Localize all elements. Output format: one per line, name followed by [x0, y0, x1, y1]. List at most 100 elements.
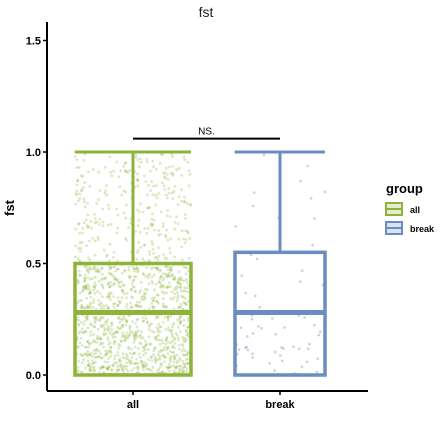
data-point — [121, 323, 125, 326]
data-point — [159, 210, 163, 214]
data-point — [110, 324, 114, 328]
data-point — [180, 366, 184, 370]
data-point — [178, 276, 181, 280]
data-point — [139, 305, 143, 308]
data-point — [148, 206, 152, 210]
data-point — [186, 230, 189, 233]
data-point — [172, 321, 176, 325]
data-point — [78, 192, 82, 196]
data-point — [158, 365, 162, 369]
data-point — [162, 272, 165, 275]
data-point — [109, 170, 113, 174]
data-point — [130, 356, 134, 359]
data-point — [100, 266, 104, 270]
data-point — [86, 339, 90, 343]
data-point — [181, 258, 184, 262]
data-point — [283, 326, 286, 329]
data-point — [119, 359, 123, 363]
data-point — [169, 268, 173, 271]
data-point — [86, 364, 90, 368]
data-point — [159, 348, 163, 352]
data-point — [78, 250, 82, 253]
data-point — [182, 368, 185, 372]
data-point — [184, 229, 188, 233]
data-point — [95, 202, 99, 205]
data-point — [138, 355, 142, 359]
data-point — [88, 185, 92, 188]
data-point — [169, 329, 172, 333]
data-point — [136, 251, 139, 255]
data-point — [97, 299, 101, 302]
data-point — [79, 174, 83, 178]
data-point — [163, 188, 167, 191]
box-group — [73, 150, 327, 377]
data-point — [177, 317, 181, 321]
data-point — [112, 305, 116, 309]
data-point — [158, 232, 162, 236]
data-point — [184, 328, 188, 332]
data-point — [97, 270, 100, 273]
data-point — [171, 335, 174, 339]
data-point — [113, 302, 117, 305]
data-point — [103, 277, 107, 281]
data-point — [118, 327, 121, 331]
data-point — [169, 296, 173, 300]
data-point — [183, 195, 186, 199]
data-point — [110, 368, 113, 372]
data-point — [75, 158, 79, 162]
data-point — [175, 215, 179, 219]
data-point — [136, 184, 140, 188]
data-point — [166, 315, 170, 319]
data-point — [177, 270, 181, 274]
box-break — [233, 150, 327, 377]
data-point — [181, 362, 185, 366]
data-point — [157, 280, 161, 284]
data-point — [182, 370, 185, 373]
data-point — [245, 345, 248, 349]
data-point — [175, 353, 179, 357]
data-point — [107, 271, 111, 275]
data-point — [316, 357, 320, 361]
data-point — [95, 267, 98, 271]
data-point — [111, 364, 115, 368]
data-point — [99, 343, 102, 346]
data-point — [165, 214, 169, 218]
data-point — [172, 288, 176, 292]
data-point — [244, 346, 247, 350]
data-point — [279, 354, 282, 357]
data-point — [152, 273, 156, 277]
data-point — [107, 207, 111, 211]
data-point — [97, 198, 100, 202]
data-point — [137, 165, 141, 169]
data-point — [116, 304, 119, 307]
data-point — [108, 295, 111, 299]
data-point — [108, 285, 111, 289]
data-point — [84, 366, 87, 370]
data-point — [75, 183, 79, 187]
data-point — [88, 303, 92, 307]
data-point — [122, 211, 126, 215]
data-point — [182, 318, 186, 322]
data-point — [152, 299, 156, 303]
data-point — [154, 266, 158, 270]
data-point — [78, 274, 82, 277]
data-point — [120, 366, 124, 370]
data-point — [162, 297, 165, 300]
data-point — [155, 196, 159, 200]
data-point — [86, 226, 89, 229]
data-point — [299, 280, 302, 283]
data-point — [179, 289, 183, 293]
data-point — [84, 345, 87, 349]
data-point — [104, 332, 108, 336]
data-point — [282, 347, 285, 350]
data-point — [144, 292, 148, 295]
data-point — [180, 188, 184, 192]
data-point — [184, 353, 188, 357]
data-point — [122, 283, 126, 287]
data-point — [160, 363, 163, 367]
legend-title: group — [386, 181, 423, 196]
data-point — [125, 170, 129, 174]
data-point — [158, 277, 162, 280]
data-point — [102, 304, 105, 308]
data-point — [110, 333, 114, 337]
